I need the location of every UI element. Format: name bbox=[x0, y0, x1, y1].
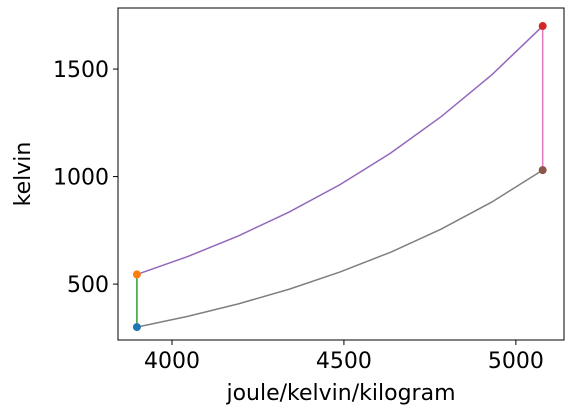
y-tick-label: 1000 bbox=[53, 166, 109, 191]
line bbox=[136, 25, 544, 276]
x-axis-label: joule/kelvin/kilogram bbox=[225, 381, 455, 406]
y-tick-label: 500 bbox=[67, 273, 109, 298]
line bbox=[136, 169, 544, 328]
x-tick-label: 4000 bbox=[144, 349, 200, 374]
plot-frame bbox=[117, 7, 565, 341]
point bbox=[538, 22, 547, 31]
x-tick-label: 5000 bbox=[488, 349, 544, 374]
y-axis-label: kelvin bbox=[11, 142, 36, 207]
point bbox=[132, 270, 141, 279]
point bbox=[132, 323, 141, 332]
y-tick-label: 1500 bbox=[53, 58, 109, 83]
point bbox=[538, 166, 547, 175]
x-tick-label: 4500 bbox=[316, 349, 372, 374]
